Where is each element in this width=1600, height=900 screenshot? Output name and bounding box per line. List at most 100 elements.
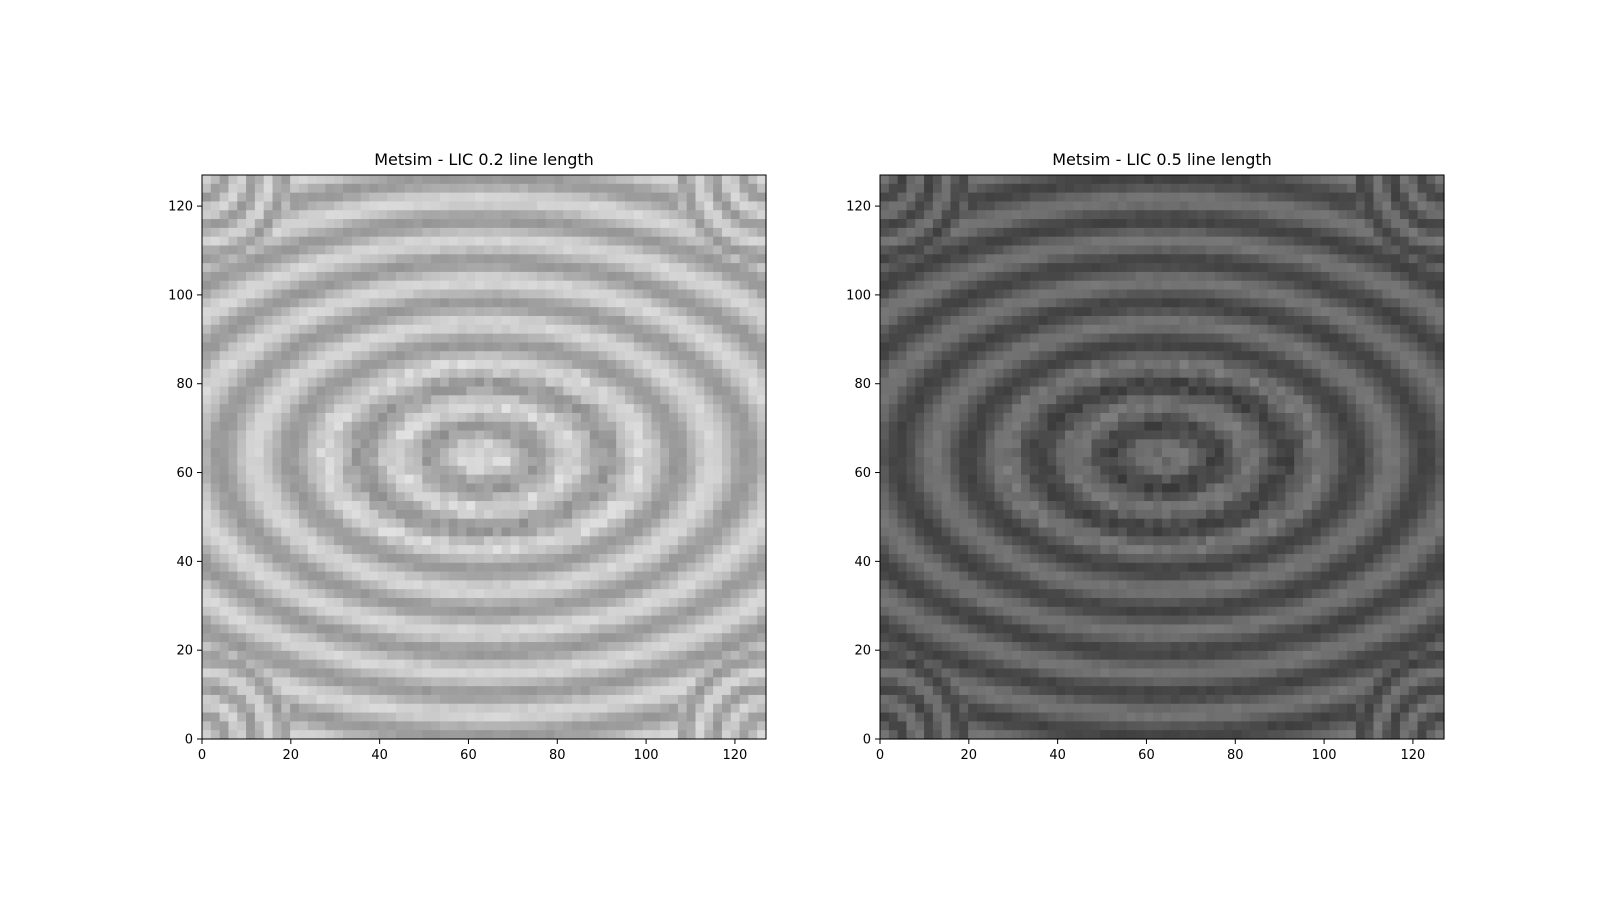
heatmap-cell [492, 245, 503, 255]
heatmap-cell [519, 483, 529, 493]
heatmap-cell [669, 342, 679, 352]
heatmap-cell [413, 536, 423, 546]
heatmap-cell [598, 606, 608, 617]
heatmap-cell [325, 342, 335, 352]
heatmap-cell [272, 677, 282, 687]
heatmap-cell [343, 448, 353, 458]
heatmap-cell [932, 219, 943, 229]
heatmap-cell [307, 730, 318, 740]
heatmap-cell [704, 483, 714, 493]
heatmap-cell [431, 457, 441, 467]
heatmap-cell [536, 553, 547, 564]
heatmap-cell [387, 659, 397, 670]
heatmap-cell [404, 421, 415, 432]
heatmap-cell [686, 536, 697, 546]
heatmap-cell [616, 289, 626, 299]
heatmap-cell [1223, 192, 1234, 203]
heatmap-cell [466, 175, 476, 185]
heatmap-cell [651, 254, 661, 264]
heatmap-cell [607, 686, 617, 696]
heatmap-cell [1056, 183, 1066, 194]
heatmap-cell [307, 430, 318, 440]
heatmap-cell [298, 606, 309, 617]
heatmap-cell [263, 271, 274, 282]
heatmap-cell [431, 501, 441, 511]
heatmap-cell [1258, 227, 1269, 238]
heatmap-cell [263, 289, 274, 299]
heatmap-cell [298, 483, 309, 493]
heatmap-cell [272, 333, 282, 344]
heatmap-cell [316, 536, 326, 546]
heatmap-cell [466, 474, 476, 485]
heatmap-cell [704, 527, 714, 537]
heatmap-cell [210, 316, 221, 326]
heatmap-cell [713, 298, 723, 308]
heatmap-cell [589, 368, 600, 379]
heatmap-cell [897, 289, 908, 299]
heatmap-cell [360, 509, 371, 520]
heatmap-cell [739, 333, 749, 344]
heatmap-cell [748, 175, 758, 185]
heatmap-cell [1021, 219, 1031, 229]
heatmap-cell [721, 227, 732, 238]
heatmap-cell [739, 501, 749, 511]
heatmap-cell [686, 518, 697, 529]
heatmap-cell [545, 677, 556, 687]
heatmap-cell [210, 492, 221, 502]
heatmap-cell [466, 730, 476, 740]
heatmap-cell [660, 633, 670, 643]
heatmap-cell [439, 492, 450, 502]
heatmap-cell [439, 183, 450, 194]
heatmap-cell [677, 236, 688, 247]
heatmap-cell [915, 254, 925, 264]
heatmap-cell [589, 404, 600, 414]
heatmap-cell [545, 421, 556, 432]
heatmap-cell [607, 677, 617, 687]
heatmap-cell [237, 668, 247, 678]
heatmap-cell [431, 377, 441, 388]
heatmap-cell [439, 448, 450, 458]
heatmap-cell [510, 324, 520, 335]
heatmap-cell [457, 474, 467, 485]
heatmap-cell [528, 254, 538, 264]
heatmap-cell [1109, 175, 1119, 185]
heatmap-cell [351, 668, 362, 678]
heatmap-cell [721, 492, 732, 502]
heatmap-cell [572, 254, 582, 264]
heatmap-cell [1276, 219, 1286, 229]
heatmap-cell [219, 324, 230, 335]
heatmap-cell [1206, 254, 1216, 264]
heatmap-cell [501, 712, 512, 722]
heatmap-cell [254, 677, 265, 687]
heatmap-cell [272, 686, 282, 696]
heatmap-cell [1294, 192, 1304, 203]
heatmap-cell [316, 412, 326, 423]
heatmap-cell [536, 201, 547, 211]
heatmap-cell [210, 730, 221, 740]
heatmap-cell [387, 668, 397, 678]
heatmap-cell [572, 694, 582, 705]
heatmap-cell [202, 694, 212, 705]
heatmap-cell [616, 175, 626, 185]
heatmap-cell [695, 553, 705, 564]
heatmap-cell [1012, 192, 1022, 203]
heatmap-cell [475, 721, 485, 731]
heatmap-cell [369, 280, 379, 291]
heatmap-cell [695, 368, 705, 379]
heatmap-cell [510, 703, 520, 714]
heatmap-cell [351, 606, 362, 617]
heatmap-cell [1250, 201, 1260, 211]
heatmap-cell [448, 271, 459, 282]
heatmap-cell [1179, 263, 1190, 273]
heatmap-cell [228, 518, 238, 529]
heatmap-cell [651, 677, 661, 687]
heatmap-cell [395, 562, 406, 573]
heatmap-cell [448, 333, 459, 344]
heatmap-cell [528, 183, 538, 194]
heatmap-cell [519, 721, 529, 731]
heatmap-cell [457, 721, 467, 731]
heatmap-cell [501, 307, 512, 317]
heatmap-cell [1417, 175, 1427, 185]
heatmap-cell [633, 368, 644, 379]
